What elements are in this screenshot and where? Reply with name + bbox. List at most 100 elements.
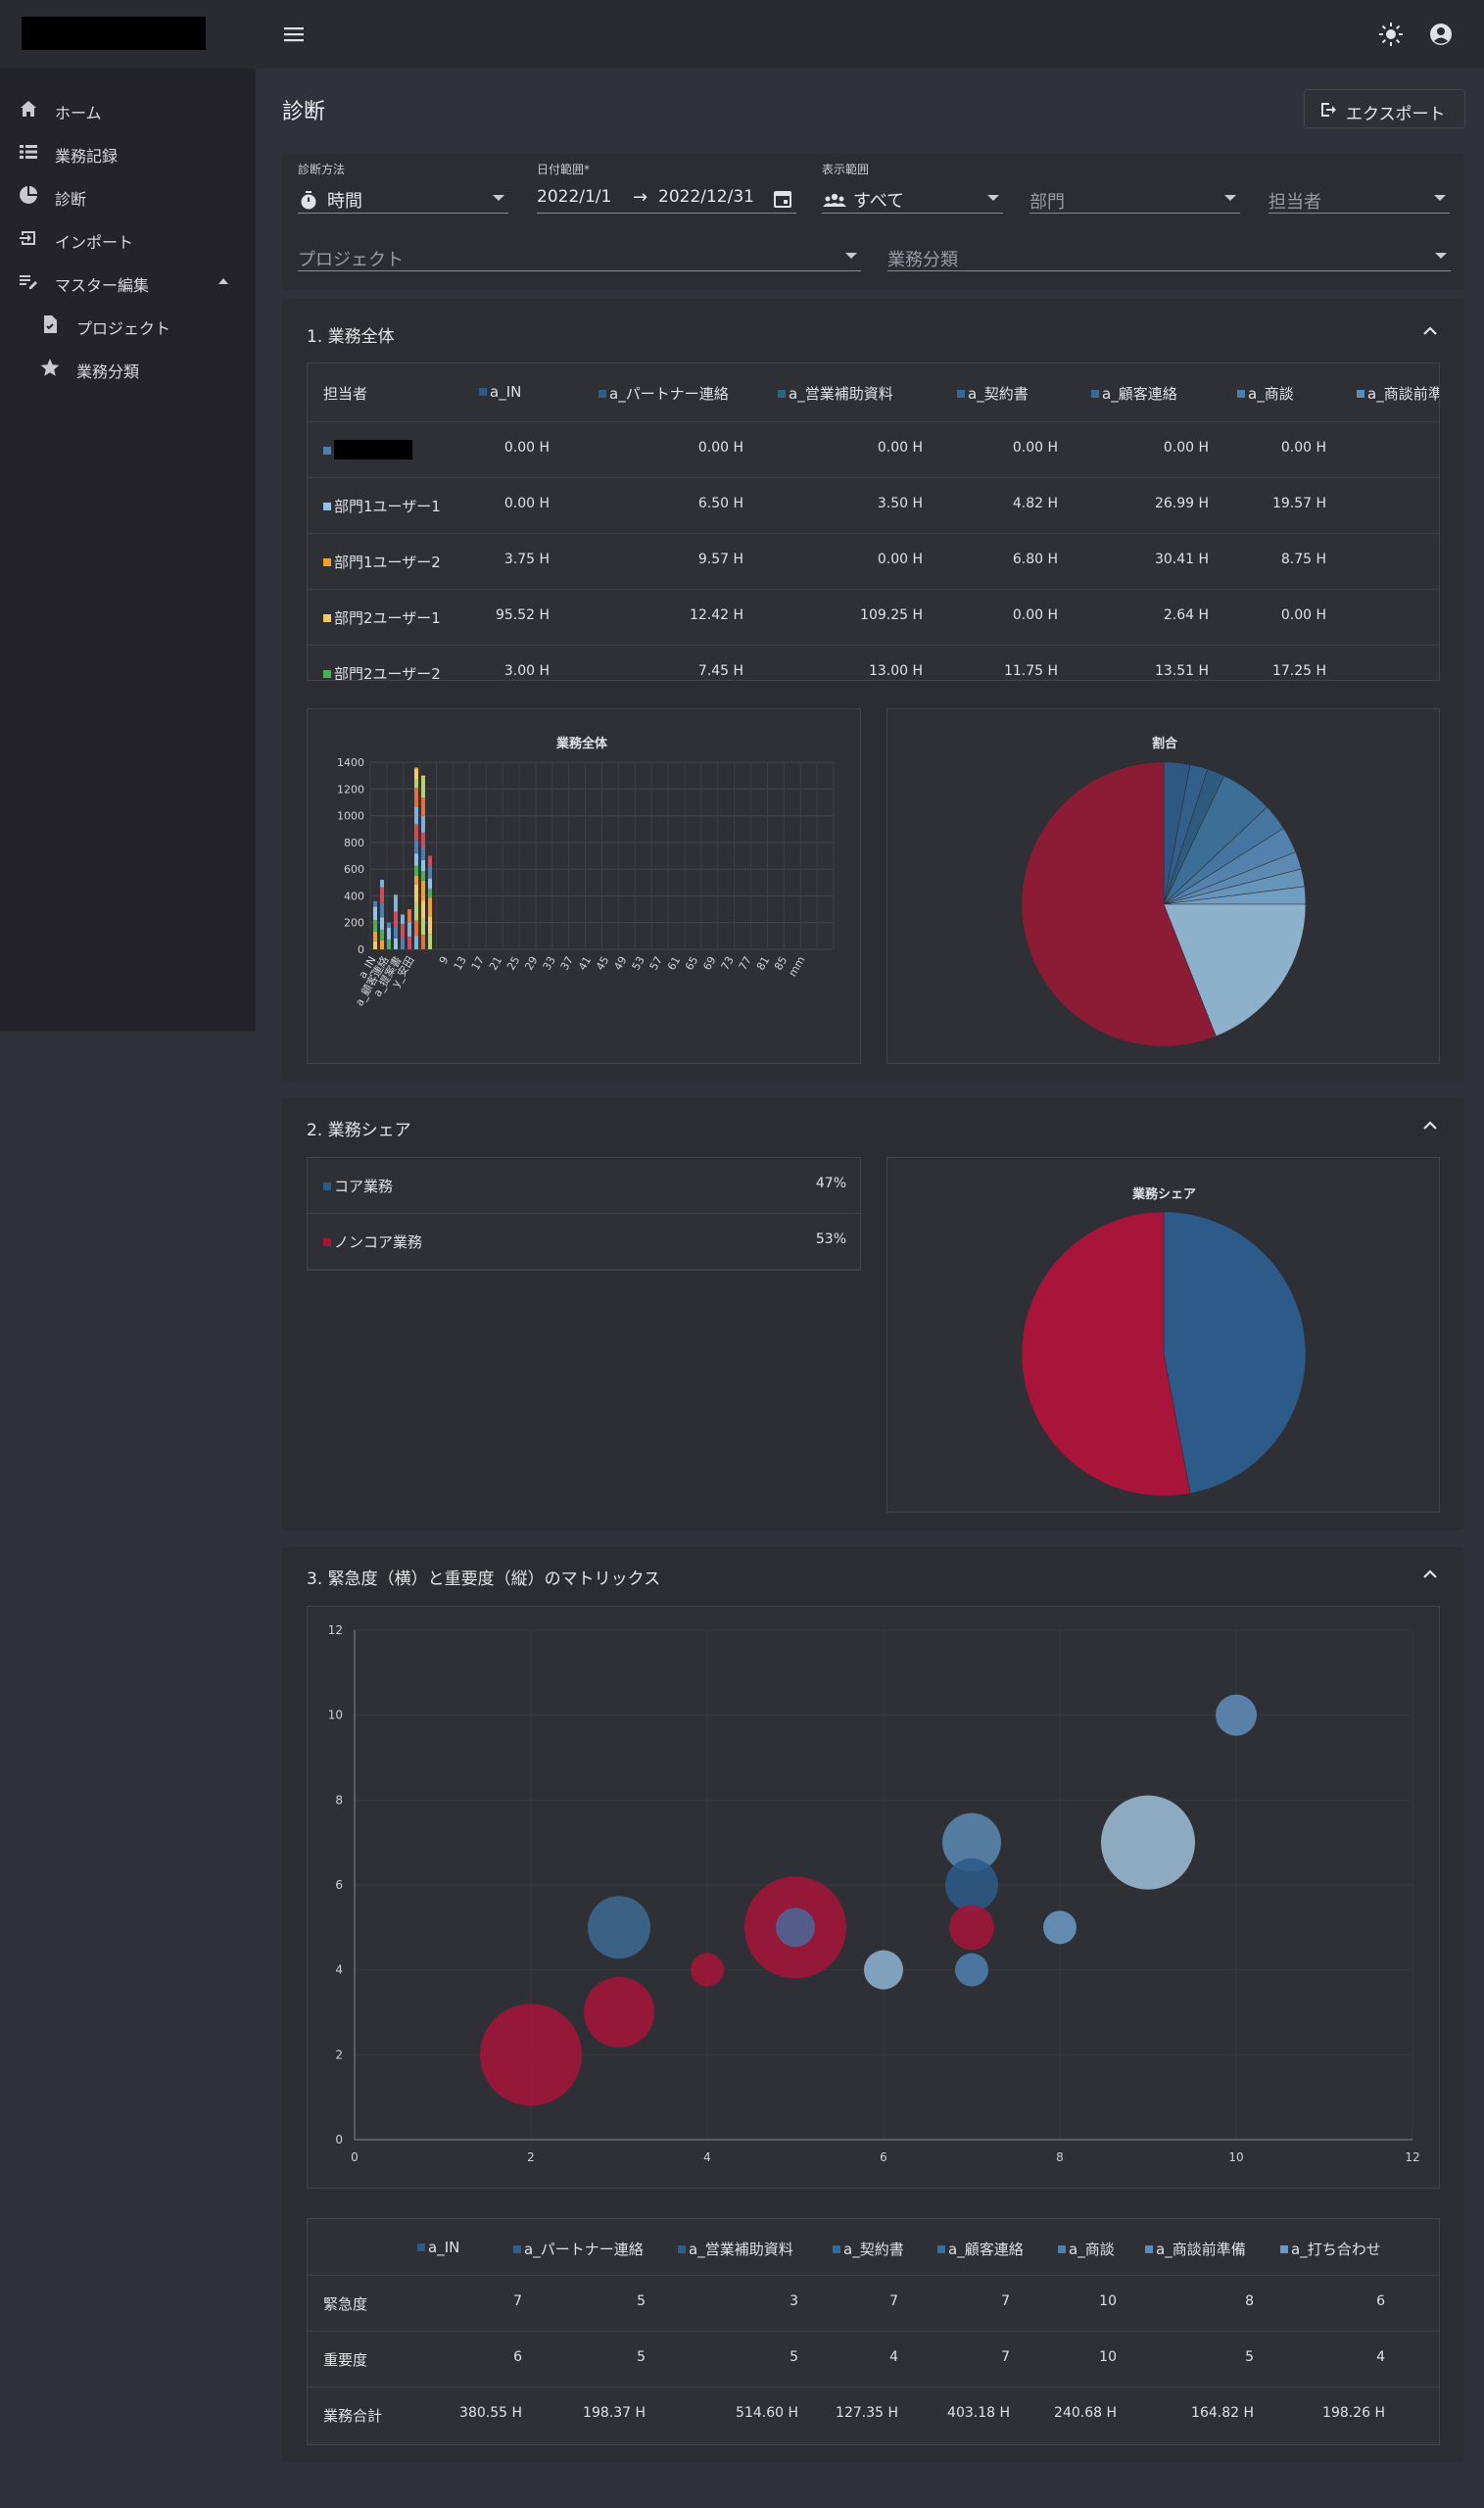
bar-segment bbox=[421, 846, 425, 860]
sidebar-item-project[interactable]: プロジェクト bbox=[0, 305, 256, 344]
list-icon bbox=[18, 141, 39, 163]
value-cell: 5 bbox=[790, 2349, 798, 2365]
bar-segment bbox=[380, 940, 384, 949]
x-tick-label: 53 bbox=[630, 954, 647, 973]
sidebar-item-label: インポート bbox=[55, 233, 134, 252]
calendar-icon[interactable] bbox=[772, 188, 793, 210]
bar-segment bbox=[373, 920, 377, 932]
category-select[interactable]: 業務分類 bbox=[887, 240, 1451, 271]
method-select[interactable]: 診断方法 時間 bbox=[298, 163, 508, 214]
bar-segment bbox=[428, 897, 432, 917]
table-row[interactable]: 部門1ユーザー1 0.00 H 6.50 H 3.50 H 4.82 H 26.99 H 1… bbox=[308, 478, 1439, 534]
ratio-pie-chart: 割合 bbox=[886, 708, 1440, 1064]
redacted-name bbox=[334, 440, 412, 459]
bubble bbox=[776, 1907, 815, 1948]
share-row: ノンコア業務 53% bbox=[308, 1214, 860, 1270]
sidebar-item-import[interactable]: インポート bbox=[0, 218, 256, 258]
section-title: 3. 緊急度（横）と重要度（縦）のマトリックス bbox=[307, 1569, 661, 1589]
section-overall: 1. 業務全体 担当者 a_IN a_パートナー連絡 a_営業補助資料 a_契約書 a_顧… bbox=[282, 299, 1464, 1081]
value-cell: 6 bbox=[1376, 2293, 1385, 2309]
legend-swatch bbox=[1058, 2245, 1066, 2253]
hours-cell: 0.00 H bbox=[1012, 607, 1058, 623]
y-tick-label: 1400 bbox=[337, 756, 364, 769]
x-tick-label: 69 bbox=[700, 954, 718, 973]
bubble bbox=[1043, 1910, 1077, 1945]
table-row[interactable]: 部門2ユーザー1 95.52 H 12.42 H 109.25 H 0.00 H 2.64… bbox=[308, 590, 1439, 646]
table-header-row: a_IN a_パートナー連絡 a_営業補助資料 a_契約書 a_顧客連絡 a_商談 a_商談… bbox=[308, 2219, 1439, 2276]
overall-bar-chart: 業務全体 0 200 400 600 800 1000 1200 1400 a_IN a_顧客連絡… bbox=[307, 708, 861, 1064]
account-icon[interactable] bbox=[1426, 20, 1456, 49]
table-row[interactable]: 部門2ユーザー2 3.00 H 7.45 H 13.00 H 11.75 H 13.51 … bbox=[308, 646, 1439, 680]
legend-swatch bbox=[1357, 390, 1364, 398]
theme-toggle-icon[interactable] bbox=[1376, 20, 1406, 49]
sidebar-item-label: マスター編集 bbox=[55, 276, 150, 295]
x-tick-label: 21 bbox=[487, 954, 504, 973]
hours-cell: 6.80 H bbox=[1012, 552, 1058, 567]
bubble bbox=[945, 1858, 998, 1911]
column-header-label: a_パートナー連絡 bbox=[524, 2241, 644, 2258]
table-row[interactable]: 部門1ユーザー2 3.75 H 9.57 H 0.00 H 6.80 H 30.41 H 8… bbox=[308, 534, 1439, 590]
date-from-input[interactable]: 2022/1/1 bbox=[537, 187, 612, 207]
bar-segment bbox=[428, 916, 432, 935]
bubble bbox=[584, 1977, 654, 2048]
chart-title: 業務シェア bbox=[1132, 1187, 1197, 1202]
column-header-label: a_顧客連絡 bbox=[948, 2241, 1024, 2258]
overall-table[interactable]: 担当者 a_IN a_パートナー連絡 a_営業補助資料 a_契約書 a_顧客連絡 a_商談 a… bbox=[307, 362, 1440, 681]
legend-swatch bbox=[323, 1182, 331, 1190]
hours-cell: 3.50 H bbox=[877, 496, 923, 511]
section-matrix: 3. 緊急度（横）と重要度（縦）のマトリックス 0 0 2 2 4 4 6 6 8 8 10 10 12… bbox=[282, 1547, 1464, 2462]
star-icon bbox=[39, 357, 61, 378]
bar-segment bbox=[380, 887, 384, 903]
legend-swatch bbox=[1145, 2245, 1153, 2253]
dropdown-caret-icon bbox=[493, 195, 504, 201]
table-row[interactable]: 0.00 H 0.00 H 0.00 H 0.00 H 0.00 H 0.00 H bbox=[308, 422, 1439, 478]
chart-title: 業務全体 bbox=[556, 737, 608, 751]
bar-segment bbox=[387, 939, 391, 949]
sidebar-item-records[interactable]: 業務記録 bbox=[0, 132, 256, 171]
department-select[interactable]: 部門 bbox=[1029, 182, 1240, 214]
sidebar-item-home[interactable]: ホーム bbox=[0, 89, 256, 128]
share-value: 53% bbox=[815, 1231, 846, 1247]
legend-swatch bbox=[479, 388, 487, 396]
column-header: a_IN bbox=[417, 2239, 459, 2256]
collapse-icon[interactable] bbox=[1417, 318, 1443, 344]
legend-swatch bbox=[957, 390, 965, 398]
dropdown-caret-icon bbox=[987, 195, 999, 201]
bar-segment bbox=[414, 768, 418, 780]
collapse-icon[interactable] bbox=[1417, 1562, 1443, 1587]
collapse-icon[interactable] bbox=[1417, 1113, 1443, 1138]
menu-icon[interactable] bbox=[279, 22, 309, 47]
edit-list-icon bbox=[18, 270, 39, 292]
bar-segment bbox=[428, 866, 432, 879]
column-header: a_営業補助資料 bbox=[778, 383, 893, 404]
bubble bbox=[480, 2003, 582, 2106]
assignee-name: 部門1ユーザー1 bbox=[334, 498, 441, 515]
scope-select[interactable]: 表示範囲 すべて bbox=[822, 163, 1003, 214]
project-select[interactable]: プロジェクト bbox=[298, 240, 861, 271]
sidebar-item-category[interactable]: 業務分類 bbox=[0, 348, 256, 387]
matrix-table: a_IN a_パートナー連絡 a_営業補助資料 a_契約書 a_顧客連絡 a_商談 a_商談… bbox=[307, 2218, 1440, 2445]
bar-segment bbox=[394, 926, 398, 939]
export-button[interactable]: エクスポート bbox=[1304, 89, 1465, 128]
bar-segment bbox=[421, 832, 425, 847]
y-tick-label: 800 bbox=[344, 837, 364, 849]
bar-segment bbox=[380, 902, 384, 918]
sidebar-item-master-edit[interactable]: マスター編集 bbox=[0, 262, 256, 301]
assignee-cell bbox=[323, 440, 412, 459]
sidebar-item-label: プロジェクト bbox=[76, 319, 171, 338]
pie-slice bbox=[1021, 761, 1217, 1047]
date-to-input[interactable]: 2022/12/31 bbox=[658, 187, 754, 207]
value-cell: 4 bbox=[889, 2349, 898, 2365]
bar-chart-canvas: 0200400600800100012001400a_INa_顧客連絡a_提案書… bbox=[337, 756, 835, 1008]
date-range-field[interactable]: 日付範囲* 2022/1/1 → 2022/12/31 bbox=[537, 163, 796, 214]
sidebar-item-diagnosis[interactable]: 診断 bbox=[0, 175, 256, 215]
row-label: 緊急度 bbox=[323, 2295, 368, 2313]
value-cell: 3 bbox=[790, 2293, 798, 2309]
column-header-label: a_契約書 bbox=[843, 2241, 904, 2258]
section-share: 2. 業務シェア コア業務 47% ノンコア業務 53% 業務シェア bbox=[282, 1098, 1464, 1530]
hours-cell: 0.00 H bbox=[1163, 440, 1209, 456]
app-logo bbox=[22, 17, 206, 50]
assignee-select[interactable]: 担当者 bbox=[1269, 182, 1450, 214]
legend-swatch bbox=[937, 2245, 945, 2253]
assignee-swatch bbox=[323, 614, 331, 622]
